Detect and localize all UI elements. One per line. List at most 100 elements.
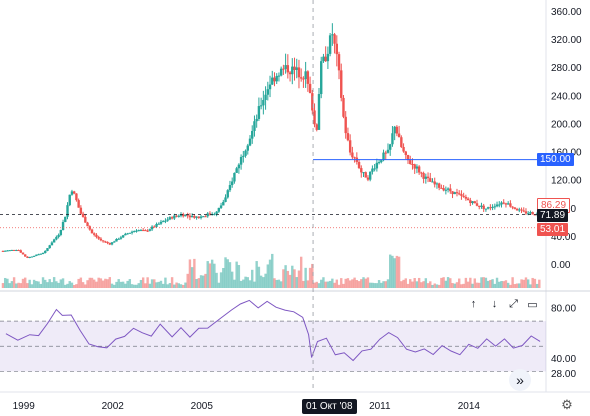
candle-body xyxy=(153,226,156,228)
volume-bar xyxy=(128,279,132,288)
candle-body xyxy=(166,219,169,221)
candle-body xyxy=(246,145,249,151)
candle-body xyxy=(146,230,149,232)
move-up-icon[interactable]: ↑ xyxy=(466,297,481,311)
candle-body xyxy=(6,250,9,252)
candle-body xyxy=(384,152,387,154)
volume-bar xyxy=(324,281,327,288)
candle-body xyxy=(8,250,11,252)
candle-body xyxy=(515,208,519,211)
candle-body xyxy=(255,118,258,122)
candle-body xyxy=(486,207,490,209)
candle-body xyxy=(435,183,439,185)
volume-bar xyxy=(284,265,287,288)
volume-bar xyxy=(39,283,43,288)
volume-bar xyxy=(386,279,390,288)
scroll-to-realtime-button[interactable]: » xyxy=(509,369,531,391)
price-tick-label: 240.00 xyxy=(551,91,582,102)
candle-body xyxy=(498,204,501,206)
candle-body xyxy=(422,173,425,179)
volume-bar xyxy=(179,284,183,288)
candle-body xyxy=(337,54,341,71)
candle-body xyxy=(311,93,314,111)
candle-body xyxy=(377,162,381,164)
candle-body xyxy=(366,177,370,180)
volume-bar xyxy=(239,280,243,288)
volume-bar xyxy=(119,281,123,288)
volume-bar xyxy=(157,281,160,288)
current-price-tag: 71.89 xyxy=(537,209,569,222)
time-tick-label: 2005 xyxy=(191,401,214,412)
move-down-icon[interactable]: ↓ xyxy=(487,297,502,311)
volume-bar xyxy=(30,284,34,288)
candle-body xyxy=(253,121,256,131)
volume-bar xyxy=(466,281,470,288)
volume-bar xyxy=(88,277,91,288)
candle-body xyxy=(288,72,292,75)
volume-bar xyxy=(455,282,459,288)
candle-body xyxy=(184,214,187,217)
volume-bar xyxy=(48,279,51,288)
volume-bar xyxy=(190,267,194,288)
volume-bar xyxy=(206,261,209,288)
volume-bar xyxy=(153,279,156,288)
volume-bar xyxy=(68,281,71,288)
volume-bar xyxy=(420,282,423,288)
candle-body xyxy=(320,61,323,95)
volume-bar xyxy=(522,279,525,288)
candle-body xyxy=(199,216,203,218)
volume-bar xyxy=(498,281,501,288)
volume-bar xyxy=(259,275,263,288)
candle-body xyxy=(453,192,456,195)
expand-pane-icon[interactable]: ⤢ xyxy=(506,297,521,311)
candle-body xyxy=(168,217,172,220)
volume-bar xyxy=(106,279,109,288)
settings-icon[interactable]: ⚙ xyxy=(561,397,573,412)
candle-body xyxy=(235,168,238,173)
candle-body xyxy=(437,183,441,188)
candle-body xyxy=(55,236,58,240)
candle-body xyxy=(182,214,185,217)
volume-bar xyxy=(293,269,296,288)
volume-bar xyxy=(177,283,180,288)
maximize-pane-icon[interactable]: ▭ xyxy=(525,297,540,311)
candle-body xyxy=(466,198,470,201)
candle-body xyxy=(295,67,298,70)
price-tick-label: 360.00 xyxy=(551,7,582,18)
candle-body xyxy=(346,133,350,141)
candle-body xyxy=(513,207,517,209)
double-chevron-right-icon: » xyxy=(516,372,524,388)
candle-body xyxy=(26,256,29,258)
candle-body xyxy=(357,161,361,169)
volume-bar xyxy=(186,273,189,288)
red-level-price-tag: 53.01 xyxy=(537,223,569,236)
candle-body xyxy=(433,181,436,185)
volume-bar xyxy=(529,284,532,288)
volume-bar xyxy=(95,281,98,288)
volume-bar xyxy=(3,277,7,288)
volume-bar xyxy=(251,269,254,288)
candle-body xyxy=(117,238,120,240)
volume-bar xyxy=(360,279,363,288)
volume-bar xyxy=(520,279,523,288)
volume-bar xyxy=(489,279,492,288)
candle-body xyxy=(32,255,36,257)
volume-bar xyxy=(373,283,376,288)
volume-bar xyxy=(170,277,174,288)
candle-body xyxy=(509,203,512,207)
candle-body xyxy=(24,254,27,257)
volume-bar xyxy=(164,277,167,288)
volume-bar xyxy=(538,279,541,288)
volume-bar xyxy=(511,277,514,288)
candle-body xyxy=(411,163,414,165)
volume-bar xyxy=(235,261,238,288)
rsi-tick-label: 80.00 xyxy=(551,304,576,315)
rsi-tick-label: 40.00 xyxy=(551,354,576,365)
candle-body xyxy=(529,212,532,214)
volume-bar xyxy=(233,279,236,288)
volume-bar xyxy=(531,277,534,288)
volume-bar xyxy=(444,280,448,288)
candle-body xyxy=(429,178,432,182)
candle-body xyxy=(344,116,347,134)
